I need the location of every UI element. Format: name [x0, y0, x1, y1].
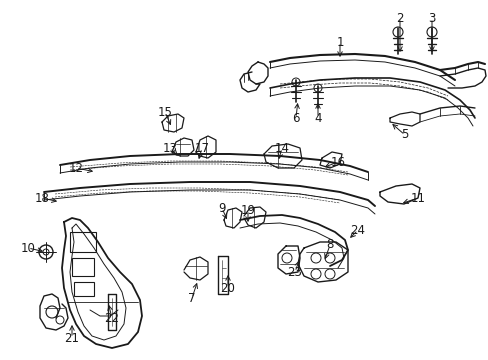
Text: 7: 7 [188, 292, 195, 305]
Bar [70, 232, 96, 252]
Text: 16: 16 [330, 156, 345, 168]
Text: 10: 10 [20, 242, 35, 255]
Text: 4: 4 [314, 112, 321, 125]
Text: 24: 24 [350, 224, 365, 237]
Text: 3: 3 [427, 12, 435, 24]
Text: 18: 18 [35, 192, 49, 204]
Text: 5: 5 [401, 129, 408, 141]
Text: 20: 20 [220, 282, 235, 294]
Text: 11: 11 [409, 192, 425, 204]
Text: 13: 13 [162, 141, 177, 154]
Text: 1: 1 [336, 36, 343, 49]
Text: 15: 15 [157, 105, 172, 118]
Text: 6: 6 [292, 112, 299, 125]
Text: 22: 22 [104, 311, 119, 324]
Bar [74, 282, 94, 296]
Text: 9: 9 [218, 202, 225, 215]
Text: 23: 23 [287, 266, 302, 279]
Text: 8: 8 [325, 238, 333, 252]
Text: 14: 14 [274, 141, 289, 154]
Text: 2: 2 [395, 12, 403, 24]
Text: 21: 21 [64, 332, 80, 345]
Bar [72, 258, 94, 276]
Text: 12: 12 [68, 162, 83, 175]
Text: 19: 19 [240, 203, 255, 216]
Text: 17: 17 [194, 141, 209, 154]
